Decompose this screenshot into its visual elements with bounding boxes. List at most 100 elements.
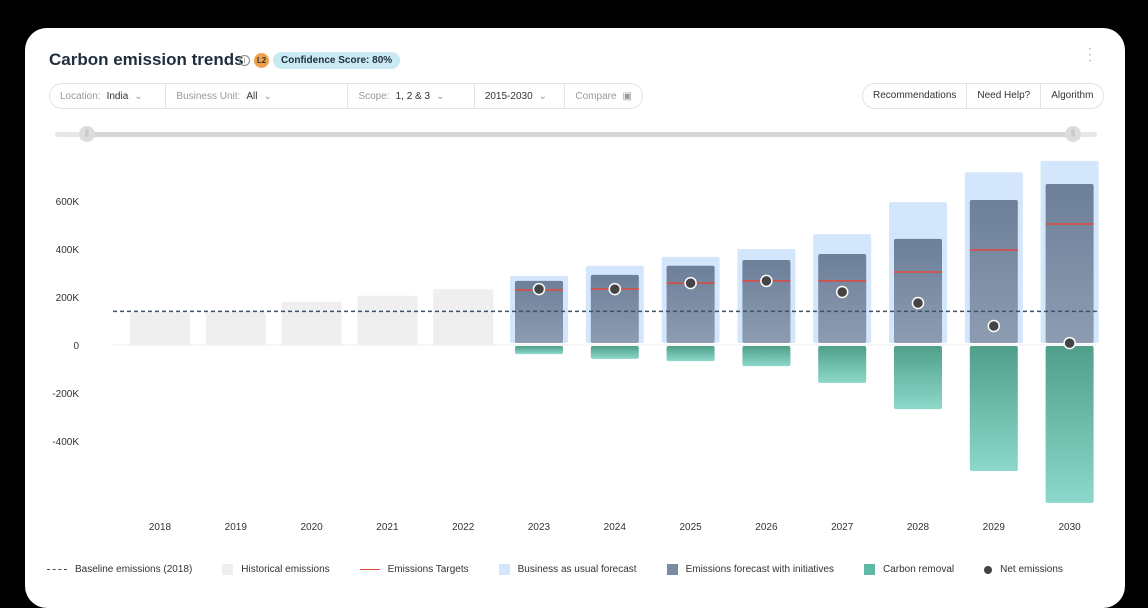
legend-removal: Carbon removal [863, 564, 955, 575]
date-range-filter[interactable]: 2015-2030 ⌄ [475, 84, 566, 108]
confidence-badge: Confidence Score: 80% [273, 52, 401, 69]
slider-handle-start[interactable]: || [79, 126, 95, 142]
x-tick-label: 2026 [755, 522, 778, 533]
x-tick-label: 2030 [1058, 522, 1081, 533]
dot-swatch [984, 565, 993, 574]
date-range-value: 2015-2030 [484, 90, 533, 102]
legend-label: Emissions forecast with initiatives [685, 564, 834, 575]
net-emissions-dot [1063, 336, 1076, 350]
line-swatch [359, 569, 380, 570]
carbon-removal-bar [894, 346, 942, 410]
carbon-removal-bar [666, 346, 715, 362]
x-tick-label: 2019 [225, 522, 248, 533]
y-tick-label: 0 [73, 341, 79, 352]
y-tick-label: 400K [56, 245, 80, 256]
carbon-removal-bar [1045, 346, 1094, 503]
initiatives-bar [666, 265, 715, 343]
x-tick-label: 2024 [604, 522, 627, 533]
net-emissions-dot [684, 276, 697, 290]
carbon-removal-bar [969, 346, 1018, 471]
carbon-removal-bar [742, 346, 791, 367]
swatch [666, 564, 678, 575]
historical-bar [433, 289, 494, 345]
calendar-icon: ▣ [622, 90, 632, 102]
x-tick-label: 2023 [528, 522, 551, 533]
legend-baseline: Baseline emissions (2018) [47, 564, 192, 575]
algorithm-button[interactable]: Algorithm [1051, 90, 1094, 101]
recommendations-button[interactable]: Recommendations [863, 84, 968, 108]
net-emissions-dot [987, 319, 1001, 333]
x-tick-label: 2021 [376, 522, 399, 533]
scope-value: 1, 2 & 3 [395, 90, 431, 102]
scope-filter[interactable]: Scope: 1, 2 & 3 ⌄ [348, 84, 475, 108]
legend-label: Business as usual forecast [517, 564, 637, 575]
bu-label: Business Unit: [176, 90, 241, 102]
x-tick-label: 2029 [983, 522, 1006, 533]
compare-placeholder: Compare [575, 90, 617, 102]
legend-targets: Emissions Targets [359, 564, 469, 575]
chart-plot: 600K 400K 200K 0 -200K -400K 2018 2019 2020 2021 2… [52, 160, 1099, 533]
dashed-line-swatch [47, 569, 67, 570]
page-title: Carbon emission trends [49, 50, 244, 69]
filter-bar: Location: India ⌄ Business Unit: All ⌄ Scope… [49, 83, 643, 109]
historical-bar [357, 295, 418, 345]
y-tick-label: 600K [56, 197, 80, 208]
business-unit-filter[interactable]: Business Unit: All ⌄ [166, 84, 349, 108]
net-emissions-dot [911, 296, 925, 310]
initiatives-bar [894, 238, 942, 343]
more-options-icon[interactable]: · · · [1087, 40, 1093, 69]
range-slider[interactable]: || || [55, 126, 1097, 142]
swatch [222, 564, 234, 575]
location-filter[interactable]: Location: India ⌄ [50, 84, 167, 108]
initiatives-bar [818, 254, 867, 343]
historical-bar [130, 312, 190, 345]
net-emissions-dot [760, 274, 773, 288]
location-label: Location: [60, 90, 101, 102]
x-tick-label: 2028 [907, 522, 930, 533]
level-badge: L2 [254, 53, 269, 68]
swatch [863, 564, 875, 575]
x-tick-label: 2020 [300, 522, 323, 533]
location-value: India [106, 90, 129, 102]
legend-label: Emissions Targets [387, 564, 469, 575]
carbon-removal-bar [515, 346, 563, 355]
legend-bau: Business as usual forecast [498, 564, 637, 575]
chevron-down-icon: ⌄ [538, 90, 548, 102]
legend-label: Carbon removal [882, 564, 955, 575]
y-tick-label: -200K [52, 389, 79, 400]
legend-net: Net emissions [984, 564, 1063, 575]
legend-label: Historical emissions [241, 564, 330, 575]
initiatives-bar [969, 200, 1018, 343]
legend-label: Net emissions [1000, 564, 1063, 575]
x-tick-label: 2027 [831, 522, 854, 533]
slider-track-fill [87, 132, 1073, 137]
legend-label: Baseline emissions (2018) [75, 564, 193, 575]
legend: Baseline emissions (2018) Historical emi… [47, 564, 1093, 575]
x-tick-label: 2022 [452, 522, 475, 533]
action-buttons: Recommendations Need Help? Algorithm [862, 83, 1105, 109]
initiatives-bar [1045, 183, 1094, 343]
chevron-down-icon: ⌄ [263, 90, 272, 102]
initiatives-bar [515, 280, 563, 343]
scope-label: Scope: [358, 90, 390, 102]
bu-value: All [246, 90, 258, 102]
y-tick-label: 200K [56, 293, 80, 304]
chevron-down-icon: ⌄ [134, 90, 143, 102]
historical-bar [281, 301, 342, 345]
carbon-removal-bar [818, 346, 867, 383]
net-emissions-dot [835, 285, 849, 299]
chart-card: Carbon emission trends i L2 Confidence S… [25, 28, 1125, 608]
initiatives-bar [742, 260, 791, 343]
legend-historical: Historical emissions [222, 564, 330, 575]
legend-initiatives: Emissions forecast with initiatives [666, 564, 834, 575]
need-help-button[interactable]: Need Help? [967, 84, 1042, 108]
chevron-down-icon: ⌄ [436, 90, 445, 102]
y-tick-label: -400K [52, 437, 79, 448]
slider-handle-end[interactable]: || [1065, 126, 1081, 142]
info-icon[interactable]: i [239, 55, 250, 66]
historical-bar [205, 311, 266, 345]
initiatives-bar [590, 274, 639, 343]
swatch [498, 564, 510, 575]
compare-filter[interactable]: Compare ▣ [565, 84, 642, 108]
carbon-removal-bar [590, 346, 639, 359]
